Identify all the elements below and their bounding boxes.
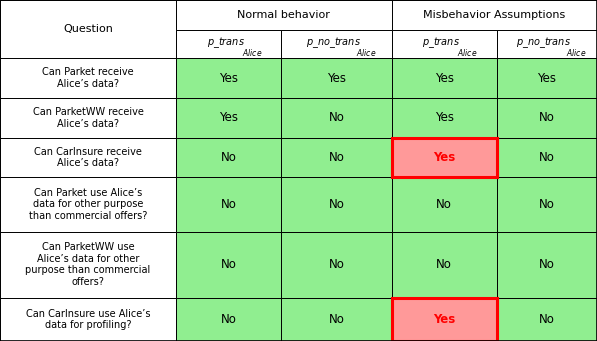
Bar — [176, 30, 281, 58]
Bar — [497, 58, 597, 98]
Text: Yes: Yes — [435, 72, 454, 85]
Text: Yes: Yes — [433, 151, 456, 164]
Bar — [176, 98, 281, 137]
Text: No: No — [221, 151, 236, 164]
Text: Can ParketWW use
Alice’s data for other
purpose than commercial
offers?: Can ParketWW use Alice’s data for other … — [26, 242, 150, 287]
Text: Yes: Yes — [219, 72, 238, 85]
Text: Can ParketWW receive
Alice’s data?: Can ParketWW receive Alice’s data? — [33, 107, 143, 129]
Text: No: No — [539, 111, 555, 124]
Bar — [392, 232, 497, 298]
Bar — [281, 58, 392, 98]
Text: No: No — [539, 198, 555, 211]
Bar — [497, 137, 597, 177]
Bar — [176, 232, 281, 298]
Text: No: No — [328, 258, 344, 271]
Bar — [281, 177, 392, 232]
Bar — [176, 137, 281, 177]
Text: No: No — [221, 258, 236, 271]
Text: Yes: Yes — [435, 111, 454, 124]
Text: No: No — [328, 111, 344, 124]
Bar — [497, 177, 597, 232]
Bar — [176, 0, 392, 30]
Bar — [392, 0, 597, 30]
Bar — [0, 137, 176, 177]
Bar — [0, 177, 176, 232]
Bar — [0, 232, 176, 298]
Bar — [0, 0, 176, 58]
Bar — [392, 137, 497, 177]
Text: No: No — [436, 258, 452, 271]
Text: $\mathit{p\_trans}$: $\mathit{p\_trans}$ — [207, 35, 245, 50]
Bar — [281, 30, 392, 58]
Bar — [392, 30, 497, 58]
Bar — [176, 58, 281, 98]
Bar — [176, 298, 281, 341]
Text: Yes: Yes — [327, 72, 346, 85]
Text: No: No — [328, 313, 344, 326]
Text: No: No — [221, 198, 236, 211]
Bar — [176, 177, 281, 232]
Text: Question: Question — [63, 24, 113, 34]
Bar — [497, 98, 597, 137]
Bar — [281, 98, 392, 137]
Bar — [0, 298, 176, 341]
Text: No: No — [221, 313, 236, 326]
Bar — [281, 137, 392, 177]
Text: No: No — [436, 198, 452, 211]
Text: No: No — [539, 258, 555, 271]
Bar — [0, 58, 176, 98]
Bar — [281, 298, 392, 341]
Text: Misbehavior Assumptions: Misbehavior Assumptions — [423, 10, 565, 20]
Text: No: No — [539, 313, 555, 326]
Text: Can CarInsure use Alice’s
data for profiling?: Can CarInsure use Alice’s data for profi… — [26, 309, 150, 330]
Bar — [497, 298, 597, 341]
Bar — [0, 98, 176, 137]
Bar — [392, 298, 497, 341]
Text: No: No — [328, 198, 344, 211]
Text: No: No — [539, 151, 555, 164]
Text: Yes: Yes — [219, 111, 238, 124]
Bar — [392, 58, 497, 98]
Text: $\mathit{Alice}$: $\mathit{Alice}$ — [356, 47, 376, 58]
Text: $\mathit{p\_no\_trans}$: $\mathit{p\_no\_trans}$ — [306, 35, 361, 50]
Text: Yes: Yes — [537, 72, 556, 85]
Text: No: No — [328, 151, 344, 164]
Bar — [497, 30, 597, 58]
Text: Can Parket use Alice’s
data for other purpose
than commercial offers?: Can Parket use Alice’s data for other pu… — [29, 188, 147, 221]
Text: Can CarInsure receive
Alice’s data?: Can CarInsure receive Alice’s data? — [34, 147, 142, 168]
Bar — [281, 232, 392, 298]
Text: $\mathit{Alice}$: $\mathit{Alice}$ — [242, 47, 262, 58]
Text: Can Parket receive
Alice’s data?: Can Parket receive Alice’s data? — [42, 68, 134, 89]
Text: $\mathit{Alice}$: $\mathit{Alice}$ — [457, 47, 478, 58]
Text: $\mathit{p\_trans}$: $\mathit{p\_trans}$ — [422, 35, 460, 50]
Text: Normal behavior: Normal behavior — [238, 10, 330, 20]
Text: $\mathit{p\_no\_trans}$: $\mathit{p\_no\_trans}$ — [516, 35, 571, 50]
Text: $\mathit{Alice}$: $\mathit{Alice}$ — [566, 47, 586, 58]
Bar — [392, 177, 497, 232]
Bar — [392, 98, 497, 137]
Text: Yes: Yes — [433, 313, 456, 326]
Bar — [497, 232, 597, 298]
